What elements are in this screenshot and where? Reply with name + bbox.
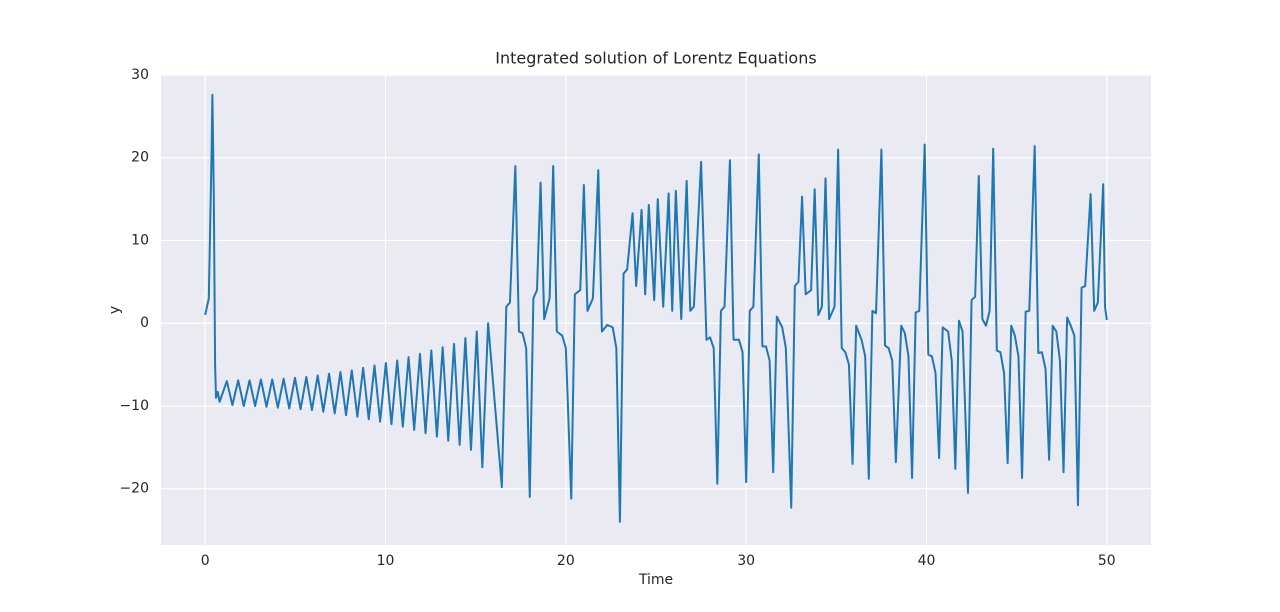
- x-tick-label: 20: [557, 553, 575, 569]
- y-axis-label: y: [107, 306, 123, 314]
- y-tick-label: 20: [131, 150, 149, 166]
- y-tick-label: 10: [131, 232, 149, 248]
- plot-area: [161, 75, 1151, 545]
- chart-title: Integrated solution of Lorentz Equations: [495, 49, 816, 68]
- x-tick-label: 0: [201, 553, 210, 569]
- y-tick-label: 30: [131, 67, 149, 83]
- y-tick-label: −20: [119, 481, 149, 497]
- x-axis-label: Time: [638, 572, 673, 588]
- x-tick-label: 30: [737, 553, 755, 569]
- x-tick-label: 10: [377, 553, 395, 569]
- y-tick-label: −10: [119, 398, 149, 414]
- x-tick-label: 50: [1098, 553, 1116, 569]
- y-tick-label: 0: [140, 315, 149, 331]
- data-line: [204, 93, 1108, 523]
- x-tick-label: 40: [918, 553, 936, 569]
